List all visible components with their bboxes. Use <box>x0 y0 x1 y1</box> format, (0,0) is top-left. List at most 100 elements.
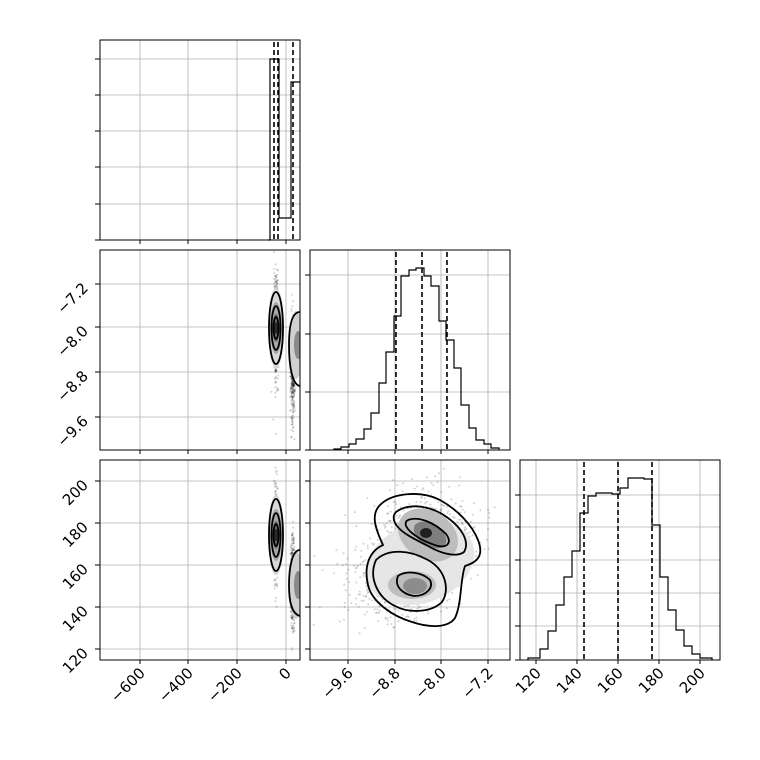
scatter-point <box>290 548 293 551</box>
scatter-point <box>292 409 295 411</box>
scatter-point <box>355 603 358 606</box>
scatter-point <box>292 384 295 387</box>
scatter-point <box>291 533 293 536</box>
scatter-point <box>277 366 280 369</box>
scatter-point <box>439 508 442 511</box>
scatter-point <box>291 415 294 417</box>
tick-label-y-p1: −9.6 <box>53 412 91 450</box>
grid-hist-p1 <box>310 250 510 450</box>
scatter-point <box>347 609 350 612</box>
frame-2d-p0-p1 <box>99 249 301 451</box>
scatter-point <box>359 555 362 558</box>
scatter-point <box>293 537 295 540</box>
scatter-point <box>293 394 295 397</box>
scatter-point <box>276 487 279 490</box>
scatter-point <box>289 396 291 399</box>
scatter-point <box>291 520 294 523</box>
scatter-point <box>274 432 277 435</box>
scatter-point <box>274 284 277 287</box>
scatter-point <box>384 601 387 604</box>
scatter-point <box>292 381 295 384</box>
scatter-point <box>291 532 294 535</box>
scatter-point <box>275 482 278 484</box>
scatter-point <box>398 515 401 518</box>
scatter-point <box>290 436 293 439</box>
scatter-point <box>290 423 293 426</box>
scatter-point <box>292 391 295 394</box>
scatter-point <box>479 509 482 512</box>
scatter-point <box>273 277 275 280</box>
scatter-point <box>386 512 389 515</box>
scatter-point <box>290 377 293 380</box>
scatter-point <box>362 542 365 545</box>
scatter-point <box>341 564 344 567</box>
scatter-point <box>289 545 292 548</box>
scatter-point <box>384 616 387 619</box>
scatter-point <box>292 624 295 627</box>
scatter-point <box>274 483 277 486</box>
scatter-point <box>401 490 404 493</box>
scatter-point <box>342 552 345 555</box>
scatter-point <box>292 384 295 387</box>
scatter-point <box>419 500 422 503</box>
scatter-point <box>365 585 368 587</box>
scatter-point <box>434 507 437 510</box>
scatter-point <box>432 484 435 487</box>
scatter-point <box>292 631 295 634</box>
scatter-point <box>290 380 293 383</box>
scatter-point <box>459 476 462 479</box>
scatter-point <box>292 426 295 429</box>
contour-level <box>404 517 450 548</box>
scatter-point <box>442 504 445 507</box>
scatter-point <box>453 516 456 519</box>
x-ticks-2d-p1-p2 <box>347 660 489 664</box>
scatter-point <box>386 623 389 626</box>
hist-step-p2 <box>527 477 713 660</box>
scatter-point <box>274 370 277 373</box>
scatter-point <box>291 551 294 554</box>
x-ticks-hist-p1 <box>347 450 489 454</box>
scatter-point <box>275 389 278 392</box>
scatter-point <box>289 610 292 613</box>
scatter-point <box>293 438 296 441</box>
scatter-point <box>291 421 294 424</box>
scatter-point <box>275 485 278 488</box>
scatter-point <box>290 381 293 384</box>
scatter-point <box>447 510 450 513</box>
scatter-point <box>293 384 296 386</box>
scatter-point <box>388 489 391 492</box>
scatter-point <box>415 616 418 619</box>
scatter-point <box>292 403 295 406</box>
scatter-point <box>336 563 339 565</box>
scatter-point <box>360 549 363 552</box>
scatter-point <box>410 608 413 610</box>
scatter-point <box>290 402 293 405</box>
scatter-point <box>274 381 277 384</box>
scatter-point <box>274 369 277 372</box>
scatter-point <box>290 542 293 545</box>
scatter-point <box>289 375 291 378</box>
scatter-point <box>440 491 443 493</box>
scatter-point <box>289 409 292 412</box>
scatter-point <box>434 475 437 478</box>
scatter-point <box>277 374 279 377</box>
scatter-point <box>290 436 293 439</box>
scatter-point <box>291 552 294 555</box>
scatter-point <box>274 368 277 371</box>
grid-hist-p2 <box>520 460 720 660</box>
scatter-point <box>290 307 293 310</box>
scatter-point <box>390 526 393 529</box>
scatter-point <box>425 476 428 479</box>
scatter-point <box>293 390 295 393</box>
scatter-point <box>292 383 295 386</box>
scatter-point <box>362 594 365 597</box>
scatter-point <box>290 627 293 630</box>
scatter-point <box>383 523 386 526</box>
scatter-point <box>333 572 336 575</box>
scatter-point <box>366 547 369 550</box>
scatter-point <box>387 531 390 534</box>
tick-label-x-p0: −400 <box>155 664 197 706</box>
scatter-point <box>361 561 364 564</box>
scatter-point <box>276 268 278 271</box>
scatter-point <box>368 597 371 600</box>
